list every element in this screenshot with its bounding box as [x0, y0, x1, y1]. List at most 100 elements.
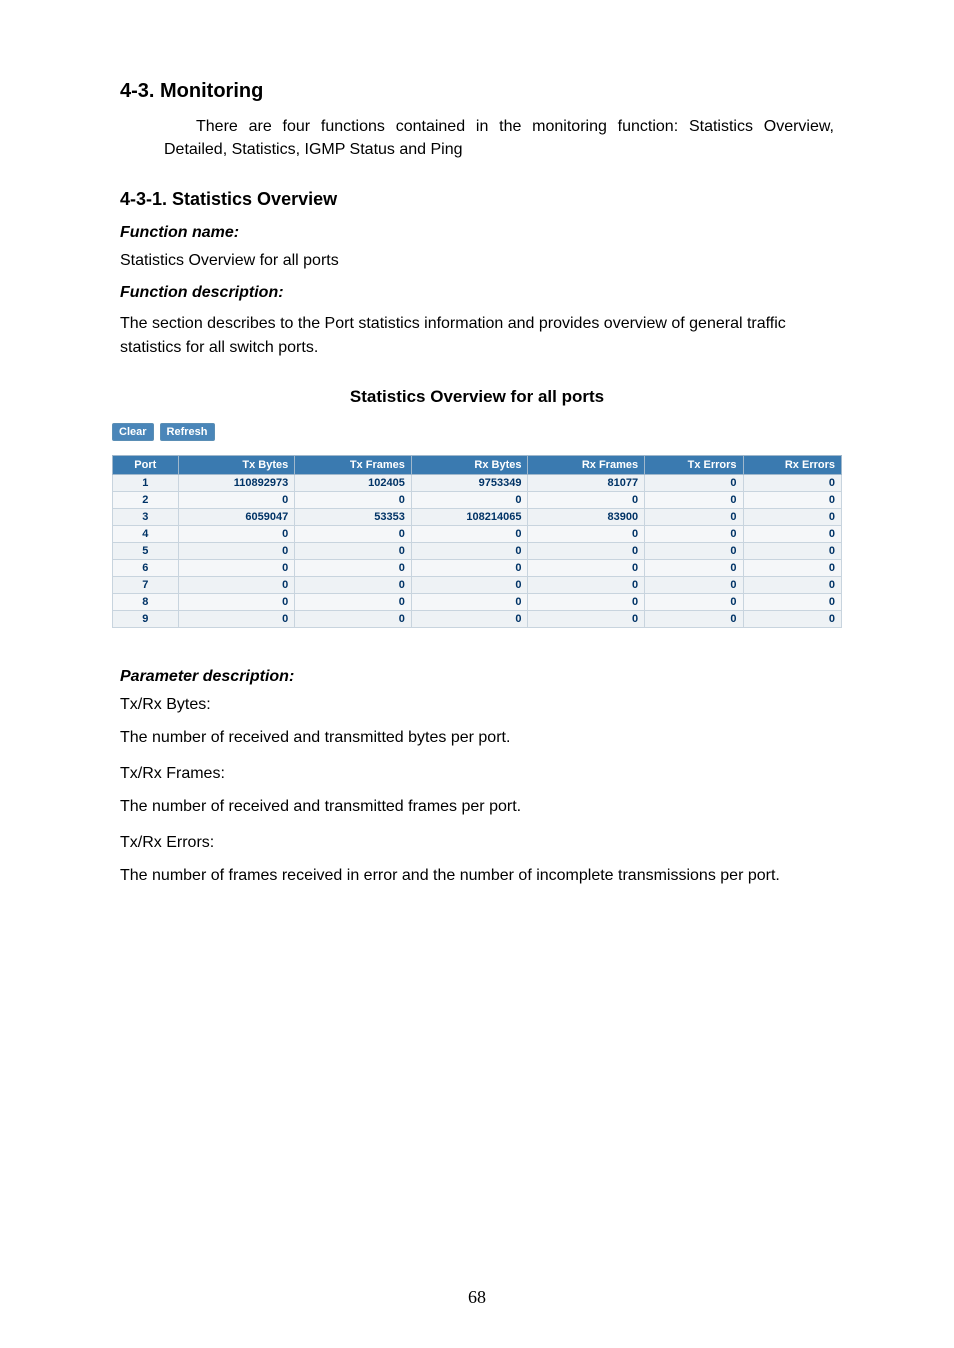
data-cell: 0	[743, 525, 841, 542]
data-cell: 0	[743, 593, 841, 610]
data-cell: 0	[178, 525, 295, 542]
data-cell: 0	[295, 542, 412, 559]
param-desc: The number of received and transmitted b…	[120, 726, 834, 749]
port-cell: 9	[113, 610, 179, 627]
data-cell: 0	[178, 559, 295, 576]
column-header: Rx Bytes	[411, 455, 528, 474]
refresh-button[interactable]: Refresh	[160, 423, 215, 441]
port-cell: 5	[113, 542, 179, 559]
table-row: 2000000	[113, 491, 842, 508]
data-cell: 0	[411, 525, 528, 542]
data-cell: 0	[528, 559, 645, 576]
table-row: 7000000	[113, 576, 842, 593]
param-desc-label: Parameter description:	[120, 668, 834, 686]
port-cell: 1	[113, 474, 179, 491]
data-cell: 0	[743, 542, 841, 559]
data-cell: 0	[645, 542, 743, 559]
table-head: PortTx BytesTx FramesRx BytesRx FramesTx…	[113, 455, 842, 474]
column-header: Tx Frames	[295, 455, 412, 474]
data-cell: 0	[645, 508, 743, 525]
param-name: Tx/Rx Bytes:	[120, 696, 834, 714]
data-cell: 0	[411, 559, 528, 576]
data-cell: 0	[178, 542, 295, 559]
table-row: 8000000	[113, 593, 842, 610]
param-name: Tx/Rx Frames:	[120, 765, 834, 783]
data-cell: 0	[528, 610, 645, 627]
data-cell: 0	[178, 491, 295, 508]
data-cell: 0	[645, 610, 743, 627]
table-header-row: PortTx BytesTx FramesRx BytesRx FramesTx…	[113, 455, 842, 474]
data-cell: 0	[645, 593, 743, 610]
param-desc: The number of received and transmitted f…	[120, 795, 834, 818]
data-cell: 0	[528, 593, 645, 610]
data-cell: 110892973	[178, 474, 295, 491]
data-cell: 0	[411, 542, 528, 559]
data-cell: 0	[645, 576, 743, 593]
data-cell: 0	[743, 559, 841, 576]
column-header: Rx Errors	[743, 455, 841, 474]
data-cell: 0	[411, 610, 528, 627]
figure-area: Statistics Overview for all ports Clear …	[112, 387, 842, 628]
parameter-block: Parameter description: Tx/Rx Bytes: The n…	[120, 668, 834, 888]
function-desc-label: Function description:	[120, 284, 834, 302]
table-row: 6000000	[113, 559, 842, 576]
data-cell: 102405	[295, 474, 412, 491]
data-cell: 0	[528, 491, 645, 508]
table-row: 36059047533531082140658390000	[113, 508, 842, 525]
table-body: 1110892973102405975334981077002000000360…	[113, 474, 842, 627]
data-cell: 0	[295, 593, 412, 610]
data-cell: 0	[645, 491, 743, 508]
data-cell: 0	[411, 491, 528, 508]
data-cell: 0	[411, 593, 528, 610]
button-row: Clear Refresh	[112, 423, 842, 441]
data-cell: 0	[645, 474, 743, 491]
data-cell: 83900	[528, 508, 645, 525]
data-cell: 81077	[528, 474, 645, 491]
data-cell: 0	[743, 491, 841, 508]
data-cell: 0	[295, 491, 412, 508]
data-cell: 108214065	[411, 508, 528, 525]
param-name: Tx/Rx Errors:	[120, 834, 834, 852]
intro-paragraph: There are four functions contained in th…	[164, 115, 834, 161]
column-header: Port	[113, 455, 179, 474]
figure-title: Statistics Overview for all ports	[112, 387, 842, 407]
data-cell: 0	[645, 525, 743, 542]
function-name-label: Function name:	[120, 224, 834, 242]
param-desc: The number of frames received in error a…	[120, 864, 834, 887]
data-cell: 9753349	[411, 474, 528, 491]
column-header: Tx Errors	[645, 455, 743, 474]
data-cell: 0	[178, 610, 295, 627]
data-cell: 0	[743, 610, 841, 627]
data-cell: 0	[645, 559, 743, 576]
data-cell: 0	[411, 576, 528, 593]
data-cell: 0	[528, 542, 645, 559]
clear-button[interactable]: Clear	[112, 423, 154, 441]
params-list: Tx/Rx Bytes: The number of received and t…	[120, 696, 834, 888]
stats-table: PortTx BytesTx FramesRx BytesRx FramesTx…	[112, 455, 842, 628]
table-row: 111089297310240597533498107700	[113, 474, 842, 491]
data-cell: 0	[295, 559, 412, 576]
table-row: 4000000	[113, 525, 842, 542]
port-cell: 7	[113, 576, 179, 593]
data-cell: 0	[743, 576, 841, 593]
data-cell: 0	[528, 576, 645, 593]
data-cell: 53353	[295, 508, 412, 525]
function-name-value: Statistics Overview for all ports	[120, 252, 834, 270]
port-cell: 6	[113, 559, 179, 576]
data-cell: 0	[528, 525, 645, 542]
table-row: 9000000	[113, 610, 842, 627]
data-cell: 0	[743, 474, 841, 491]
page-number: 68	[0, 1287, 954, 1308]
page: 4-3. Monitoring There are four functions…	[0, 0, 954, 1348]
data-cell: 0	[295, 610, 412, 627]
table-row: 5000000	[113, 542, 842, 559]
function-desc-value: The section describes to the Port statis…	[120, 312, 834, 358]
data-cell: 0	[295, 525, 412, 542]
port-cell: 2	[113, 491, 179, 508]
data-cell: 6059047	[178, 508, 295, 525]
subsection-heading: 4-3-1. Statistics Overview	[120, 189, 834, 210]
port-cell: 4	[113, 525, 179, 542]
data-cell: 0	[743, 508, 841, 525]
port-cell: 8	[113, 593, 179, 610]
column-header: Tx Bytes	[178, 455, 295, 474]
